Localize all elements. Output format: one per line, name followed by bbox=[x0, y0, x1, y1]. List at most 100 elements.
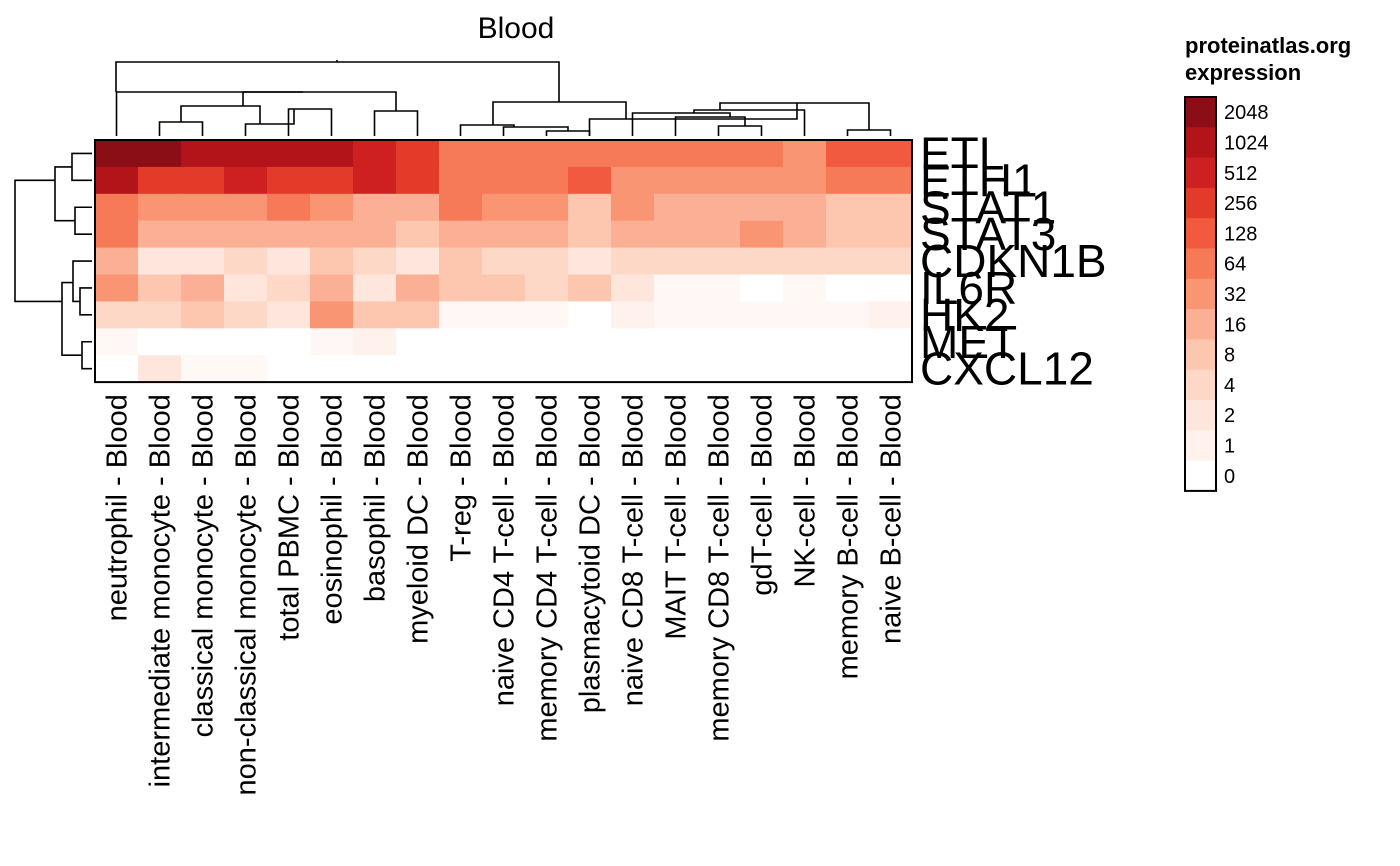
heatmap-cell bbox=[611, 355, 655, 383]
heatmap-cell bbox=[181, 166, 225, 195]
dendrogram-branch bbox=[336, 60, 338, 62]
heatmap-cell bbox=[439, 140, 483, 168]
heatmap-cell bbox=[224, 355, 268, 383]
heatmap-cell bbox=[740, 166, 784, 195]
column-label: intermediate monocyte - Blood bbox=[145, 394, 177, 787]
dendrogram-branch bbox=[242, 91, 397, 111]
heatmap-cell bbox=[95, 140, 139, 168]
heatmap-cell bbox=[224, 301, 268, 329]
heatmap-cell bbox=[396, 193, 440, 222]
heatmap-cell bbox=[783, 193, 827, 222]
heatmap-cells bbox=[95, 140, 913, 383]
heatmap-cell bbox=[568, 274, 612, 302]
heatmap-cell bbox=[439, 355, 483, 383]
column-label: memory B-cell - Blood bbox=[833, 394, 865, 679]
heatmap-cell bbox=[783, 274, 827, 302]
row-label: MET bbox=[920, 316, 1017, 368]
dendrogram-branch bbox=[459, 124, 515, 136]
row-dendrogram bbox=[14, 152, 92, 370]
row-label: CDKN1B bbox=[920, 235, 1107, 287]
heatmap-cell bbox=[783, 247, 827, 276]
column-label: classical monocyte - Blood bbox=[188, 394, 220, 737]
column-label: gdT-cell - Blood bbox=[747, 394, 779, 595]
heatmap-cell bbox=[396, 220, 440, 249]
heatmap-cell bbox=[869, 355, 913, 383]
column-label: eosinophil - Blood bbox=[317, 394, 349, 625]
heatmap-cell bbox=[439, 328, 483, 356]
heatmap-cell bbox=[568, 220, 612, 249]
dendrogram-branch bbox=[115, 61, 560, 102]
heatmap-cell bbox=[224, 247, 268, 276]
column-label: memory CD4 T-cell - Blood bbox=[532, 394, 564, 742]
heatmap-cell bbox=[869, 193, 913, 222]
dendrogram-branch bbox=[244, 109, 295, 136]
heatmap-cell bbox=[869, 166, 913, 195]
heatmap-cell bbox=[826, 193, 870, 222]
legend-title-line2: expression bbox=[1185, 60, 1301, 85]
heatmap-cell bbox=[697, 220, 741, 249]
legend-label: 0 bbox=[1224, 466, 1235, 488]
heatmap-cell bbox=[697, 247, 741, 276]
heatmap-cell bbox=[525, 274, 569, 302]
column-label: non-classical monocyte - Blood bbox=[231, 394, 263, 795]
column-labels: neutrophil - Blood intermediate monocyte … bbox=[102, 394, 908, 795]
heatmap-cell bbox=[353, 166, 397, 195]
heatmap-cell bbox=[267, 140, 311, 168]
heatmap-cell bbox=[310, 166, 354, 195]
heatmap-cell bbox=[396, 247, 440, 276]
heatmap-cell bbox=[138, 140, 182, 168]
heatmap-cell bbox=[310, 220, 354, 249]
heatmap-cell bbox=[654, 274, 698, 302]
legend-label: 8 bbox=[1224, 345, 1235, 367]
heatmap-cell bbox=[439, 247, 483, 276]
heatmap-cell bbox=[138, 301, 182, 329]
heatmap-cell bbox=[697, 193, 741, 222]
heatmap-cell bbox=[740, 274, 784, 302]
heatmap-cell bbox=[396, 328, 440, 356]
legend-border bbox=[1184, 96, 1217, 492]
legend-label: 32 bbox=[1224, 284, 1246, 306]
heatmap-cell bbox=[611, 166, 655, 195]
heatmap-cell bbox=[267, 355, 311, 383]
heatmap-cell bbox=[654, 247, 698, 276]
row-label: ETH1 bbox=[920, 154, 1038, 206]
heatmap-cell bbox=[482, 328, 526, 356]
heatmap-cell bbox=[95, 247, 139, 276]
heatmap-cell bbox=[568, 328, 612, 356]
heatmap-cell bbox=[525, 140, 569, 168]
heatmap-cell bbox=[869, 328, 913, 356]
chart-title: Blood bbox=[478, 12, 555, 45]
heatmap-cell bbox=[95, 220, 139, 249]
legend-swatch bbox=[1185, 248, 1216, 280]
heatmap-cell bbox=[525, 355, 569, 383]
legend-label: 256 bbox=[1224, 193, 1257, 215]
heatmap-cell bbox=[869, 220, 913, 249]
heatmap-cell bbox=[568, 247, 612, 276]
heatmap-cell bbox=[525, 220, 569, 249]
column-label: memory CD8 T-cell - Blood bbox=[704, 394, 736, 742]
heatmap-cell bbox=[482, 140, 526, 168]
heatmap-cell bbox=[310, 328, 354, 356]
heatmap-cell bbox=[525, 166, 569, 195]
heatmap-cell bbox=[138, 193, 182, 222]
legend-swatch bbox=[1185, 430, 1216, 462]
dendrogram-branch bbox=[115, 91, 303, 136]
heatmap-cell bbox=[439, 166, 483, 195]
heatmap-cell bbox=[310, 193, 354, 222]
dendrogram-branch bbox=[287, 108, 333, 136]
heatmap-cell bbox=[224, 328, 268, 356]
dendrogram-branch bbox=[545, 130, 591, 136]
heatmap-cell bbox=[181, 140, 225, 168]
heatmap-cell bbox=[310, 274, 354, 302]
heatmap-cell bbox=[525, 301, 569, 329]
heatmap-cell bbox=[267, 274, 311, 302]
heatmap-cell bbox=[267, 301, 311, 329]
heatmap-cell bbox=[224, 193, 268, 222]
heatmap-cell bbox=[95, 274, 139, 302]
legend-title-line1: proteinatlas.org bbox=[1185, 33, 1351, 58]
legend-swatch bbox=[1185, 400, 1216, 431]
heatmap-cell bbox=[611, 193, 655, 222]
legend-label: 512 bbox=[1224, 163, 1257, 185]
heatmap-cell bbox=[740, 328, 784, 356]
